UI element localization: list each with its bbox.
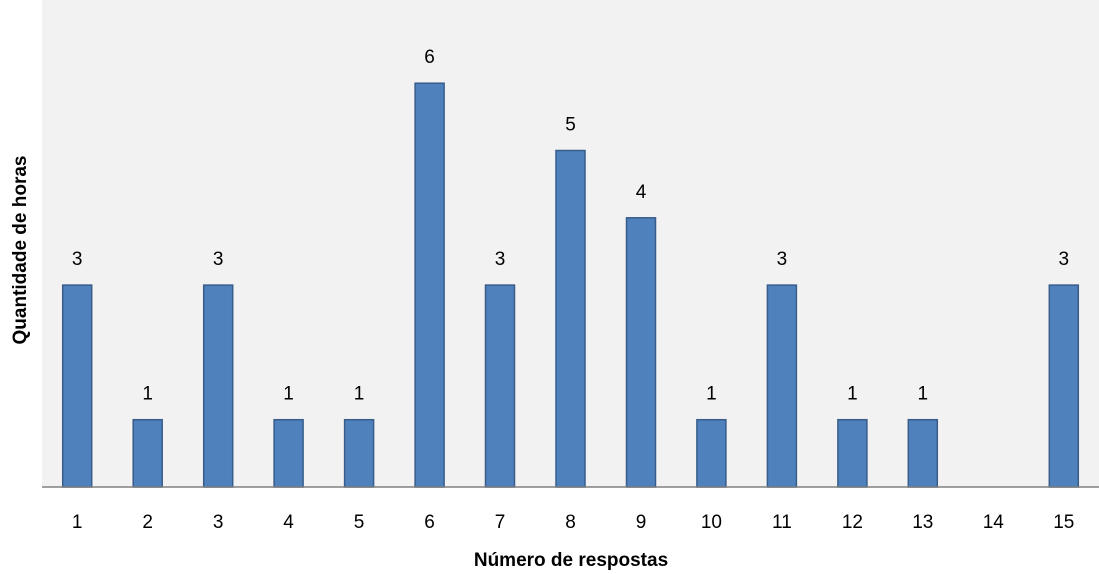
data-label-5: 1 — [354, 384, 365, 405]
x-tick-label-6: 6 — [424, 512, 435, 533]
x-tick-label-11: 11 — [772, 512, 792, 533]
bar-8 — [555, 149, 586, 488]
data-label-7: 3 — [495, 249, 506, 270]
bar-13 — [907, 418, 939, 488]
x-tick-label-10: 10 — [701, 512, 722, 533]
data-label-10: 1 — [706, 384, 717, 405]
x-tick-labels-group: 1 2 3 4 5 6 7 8 9 10 11 12 13 14 15 — [72, 512, 1074, 533]
data-labels-group: 3 1 3 1 1 6 3 5 4 1 3 1 1 3 — [72, 47, 1069, 405]
bar-1 — [61, 284, 93, 488]
data-label-8: 5 — [565, 115, 576, 136]
x-tick-label-2: 2 — [142, 512, 153, 533]
data-label-1: 3 — [72, 249, 83, 270]
bar-10 — [696, 418, 727, 488]
x-tick-label-9: 9 — [636, 512, 647, 533]
x-tick-label-4: 4 — [283, 512, 294, 533]
bars-group — [61, 82, 1080, 488]
x-tick-label-5: 5 — [354, 512, 365, 533]
bar-9 — [625, 217, 657, 488]
bar-4 — [273, 418, 304, 488]
x-tick-label-14: 14 — [983, 512, 1005, 533]
y-axis-title: Quantidade de horas — [10, 156, 31, 345]
x-tick-label-8: 8 — [565, 512, 576, 533]
bar-7 — [484, 284, 516, 488]
x-tick-label-1: 1 — [72, 512, 83, 533]
data-label-9: 4 — [636, 182, 647, 203]
bar-15 — [1048, 284, 1080, 488]
x-tick-label-7: 7 — [495, 512, 506, 533]
bar-6 — [414, 82, 445, 488]
data-label-6: 6 — [424, 47, 435, 68]
bar-2 — [132, 418, 163, 488]
data-label-15: 3 — [1059, 249, 1070, 270]
data-label-3: 3 — [213, 249, 224, 270]
data-label-2: 1 — [142, 384, 153, 405]
data-label-13: 1 — [918, 384, 929, 405]
bar-12 — [837, 418, 868, 488]
x-axis-title: Número de respostas — [474, 550, 668, 571]
x-tick-label-3: 3 — [213, 512, 224, 533]
bar-3 — [202, 284, 234, 488]
bar-5 — [343, 418, 375, 488]
x-tick-label-12: 12 — [842, 512, 863, 533]
data-label-11: 3 — [777, 249, 788, 270]
bar-11 — [766, 284, 798, 488]
data-label-12: 1 — [847, 384, 858, 405]
x-tick-label-13: 13 — [912, 512, 933, 533]
x-tick-label-15: 15 — [1053, 512, 1074, 533]
data-label-4: 1 — [283, 384, 294, 405]
